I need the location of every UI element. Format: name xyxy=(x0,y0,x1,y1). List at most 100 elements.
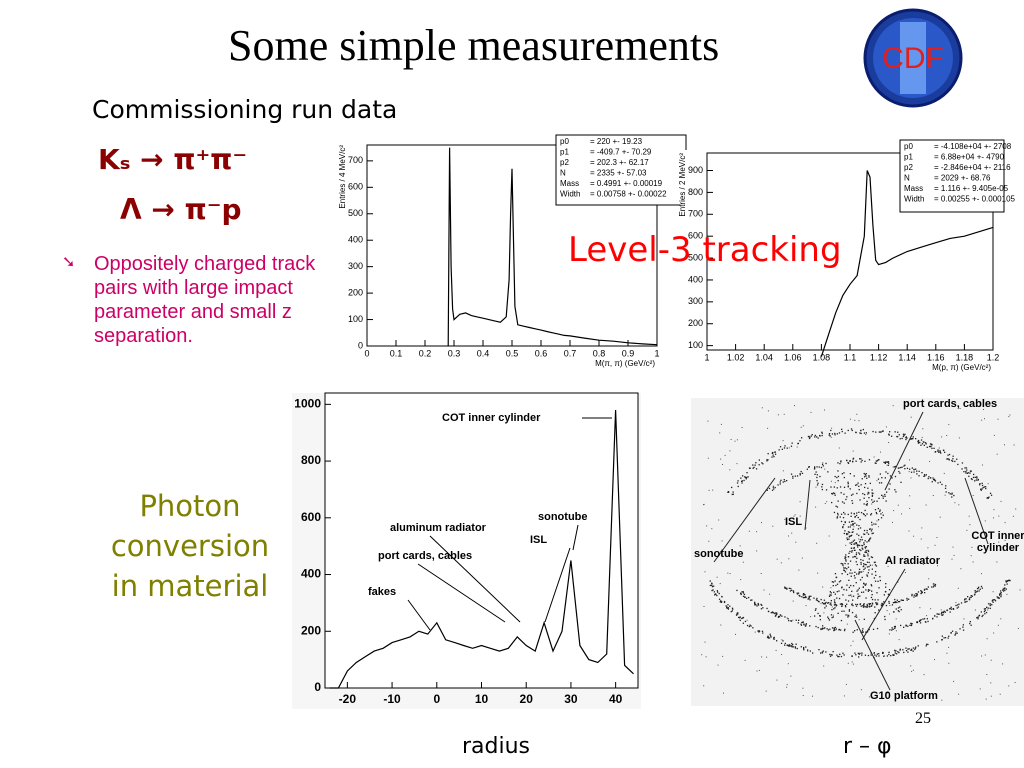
dot xyxy=(842,566,844,568)
dot xyxy=(833,628,835,630)
dot xyxy=(836,517,838,519)
dot xyxy=(778,615,780,618)
dot xyxy=(996,561,998,563)
dot xyxy=(972,476,975,479)
dot xyxy=(835,605,837,607)
dot xyxy=(850,575,852,577)
dot xyxy=(880,431,882,433)
dot xyxy=(926,618,928,620)
dot xyxy=(741,480,743,482)
dot xyxy=(981,573,982,575)
stats-name: p2 xyxy=(904,163,913,172)
dot xyxy=(876,513,878,515)
dot xyxy=(913,596,915,598)
dot xyxy=(843,511,845,514)
dot xyxy=(750,625,752,627)
dot xyxy=(829,591,831,593)
dot xyxy=(835,628,837,630)
dot xyxy=(875,523,877,525)
dot xyxy=(719,583,721,585)
dot xyxy=(882,514,884,516)
dot xyxy=(895,630,897,632)
dot xyxy=(888,653,890,656)
dot xyxy=(738,616,740,619)
x-tick-label: 0.6 xyxy=(535,348,548,358)
dot xyxy=(866,477,868,479)
dot xyxy=(876,603,878,606)
dot xyxy=(868,628,870,631)
dot xyxy=(858,534,860,537)
dot xyxy=(734,440,736,442)
dot xyxy=(801,621,803,624)
dot xyxy=(742,592,745,594)
dot xyxy=(913,535,915,537)
dot xyxy=(907,648,909,650)
dot xyxy=(809,625,811,627)
dot xyxy=(872,501,874,503)
dot xyxy=(875,602,877,604)
dot xyxy=(939,481,941,483)
dot xyxy=(913,594,915,596)
dot xyxy=(847,531,850,533)
dot xyxy=(834,475,836,478)
dot xyxy=(932,477,934,479)
dot xyxy=(888,442,890,443)
dot xyxy=(767,636,769,638)
x-tick-label: 1.06 xyxy=(784,352,802,362)
dot xyxy=(866,605,868,607)
dot xyxy=(761,630,764,632)
dot xyxy=(923,474,926,476)
dot xyxy=(774,453,777,455)
dot xyxy=(843,472,845,474)
dot xyxy=(920,590,922,592)
dot xyxy=(832,614,834,616)
dot xyxy=(834,434,836,436)
dot xyxy=(906,599,908,601)
dot xyxy=(845,614,847,616)
dot xyxy=(987,607,989,609)
dot xyxy=(778,616,781,618)
dot xyxy=(845,589,848,591)
dot xyxy=(739,617,741,619)
dot xyxy=(816,480,818,482)
dot xyxy=(810,411,812,413)
dot xyxy=(986,606,988,608)
dot xyxy=(921,527,923,529)
dot xyxy=(776,640,778,642)
dot xyxy=(803,623,805,625)
dot xyxy=(877,526,879,528)
dot xyxy=(953,494,955,497)
dot xyxy=(831,501,833,504)
caption: radius xyxy=(462,734,531,759)
dot xyxy=(755,604,757,606)
dot xyxy=(784,586,786,588)
dot xyxy=(837,480,839,482)
dot xyxy=(887,461,890,463)
dot xyxy=(866,513,868,515)
dot xyxy=(885,590,887,593)
dot xyxy=(833,511,836,514)
dot xyxy=(894,601,896,604)
dot xyxy=(943,610,945,612)
dot xyxy=(817,626,819,629)
dot xyxy=(788,620,790,622)
dot xyxy=(869,603,871,605)
x-tick-label: 1.04 xyxy=(755,352,773,362)
annotation: ISL xyxy=(530,534,547,546)
dot xyxy=(971,595,973,597)
dot xyxy=(852,460,854,462)
dot xyxy=(863,563,865,565)
dot xyxy=(859,579,862,581)
dot xyxy=(1004,522,1006,524)
dot xyxy=(805,596,807,598)
dot xyxy=(965,472,967,474)
dot xyxy=(800,426,802,428)
x-tick-label: 10 xyxy=(475,692,489,706)
dot xyxy=(884,477,886,479)
dot xyxy=(866,500,868,503)
pointer-arrow xyxy=(854,619,891,691)
dot xyxy=(780,562,782,564)
histogram-line xyxy=(329,409,634,689)
dot xyxy=(867,553,869,555)
dot xyxy=(870,654,872,656)
